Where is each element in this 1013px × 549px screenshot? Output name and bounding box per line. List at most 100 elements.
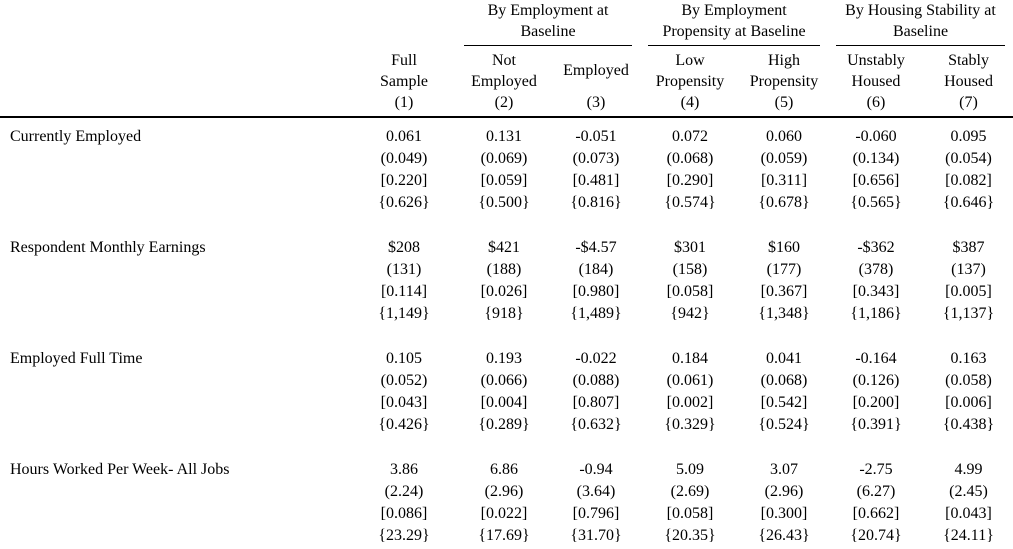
column-header-label: Housed: [944, 73, 993, 90]
std-error-cell: (2.96): [484, 483, 524, 500]
control-mean-cell: {0.646}: [942, 194, 995, 211]
control-mean-cell: {0.574}: [664, 194, 716, 211]
estimate-cell: 3.86: [390, 461, 418, 478]
table-row: Currently Employed 0.061 0.131 -0.051 0.072 0…: [0, 126, 1013, 148]
control-mean-cell: {0.816}: [570, 194, 622, 211]
estimate-cell: -0.022: [575, 350, 617, 367]
p-value-cell: [0.796]: [572, 505, 620, 522]
std-error-cell: (0.126): [852, 372, 900, 389]
std-error-cell: (0.066): [480, 372, 528, 389]
control-mean-cell: {0.524}: [758, 416, 810, 433]
control-mean-cell: {23.29}: [378, 527, 430, 544]
estimate-cell: $208: [388, 239, 420, 256]
column-head-row: Full Sample (1) Not Employed (2) Employed (3) Lo…: [0, 46, 1013, 118]
table-header: By Employment at Baseline By Employment Pro…: [0, 0, 1013, 118]
p-value-cell: [0.662]: [852, 505, 900, 522]
control-mean-cell: {918}: [484, 305, 524, 322]
control-mean-cell: {24.11}: [943, 527, 994, 544]
column-number: (1): [394, 94, 414, 111]
spanner-spacer-col1: [352, 0, 456, 46]
column-group-label-line: By Employment at: [487, 2, 609, 19]
table-row: {0.626} {0.500} {0.816} {0.574} {0.678} {0.56…: [0, 192, 1013, 214]
control-mean-cell: {20.74}: [850, 527, 902, 544]
control-mean-cell: {1,137}: [942, 305, 995, 322]
column-header-label: Not: [492, 52, 516, 69]
column-group-label-line: By Housing Stability at: [845, 2, 996, 19]
table-row: [0.043] [0.004] [0.807] [0.002] [0.542] [0.20…: [0, 392, 1013, 414]
estimate-cell: -2.75: [859, 461, 893, 478]
std-error-cell: (0.134): [852, 150, 900, 167]
column-number: (6): [866, 94, 886, 111]
control-mean-cell: {0.565}: [850, 194, 902, 211]
p-value-cell: [0.542]: [760, 394, 808, 411]
control-mean-cell: {0.391}: [850, 416, 902, 433]
control-mean-cell: {0.426}: [378, 416, 430, 433]
estimate-cell: -0.94: [579, 461, 613, 478]
control-mean-cell: {942}: [670, 305, 710, 322]
table-row: (0.052) (0.066) (0.088) (0.061) (0.068) (0.12…: [0, 370, 1013, 392]
column-header: Employed (3): [552, 46, 640, 118]
std-error-cell: (131): [386, 261, 422, 278]
column-header-label: Unstably: [847, 52, 905, 69]
std-error-cell: (177): [766, 261, 802, 278]
control-mean-cell: {1,348}: [758, 305, 810, 322]
column-group-label: By Employment at Baseline: [464, 0, 632, 46]
spacer-cell: [0, 436, 1013, 459]
column-header-label: Propensity: [749, 73, 819, 90]
estimate-cell: 0.072: [672, 128, 708, 145]
p-value-cell: [0.026]: [480, 283, 528, 300]
table-row: {23.29} {17.69} {31.70} {20.35} {26.43} {20.7…: [0, 525, 1013, 547]
control-mean-cell: {1,149}: [378, 305, 430, 322]
p-value-cell: [0.004]: [480, 394, 528, 411]
estimate-cell: $301: [674, 239, 706, 256]
column-header: Full Sample (1): [352, 46, 456, 118]
std-error-cell: (184): [578, 261, 614, 278]
column-number: (3): [586, 94, 606, 111]
std-error-cell: (2.96): [764, 483, 804, 500]
column-group-label-line: By Employment: [681, 2, 787, 19]
table-row: [0.114] [0.026] [0.980] [0.058] [0.367] [0.34…: [0, 281, 1013, 303]
table-row: [0.086] [0.022] [0.796] [0.058] [0.300] [0.66…: [0, 503, 1013, 525]
std-error-cell: (0.069): [480, 150, 528, 167]
control-mean-cell: {0.632}: [570, 416, 622, 433]
table-row: (2.24) (2.96) (3.64) (2.69) (2.96) (6.27) (2.4…: [0, 481, 1013, 503]
row-label-header: [0, 46, 352, 118]
std-error-cell: (0.049): [380, 150, 428, 167]
control-mean-cell: {1,186}: [850, 305, 902, 322]
estimate-cell: 0.193: [486, 350, 522, 367]
p-value-cell: [0.200]: [852, 394, 900, 411]
std-error-cell: (0.068): [760, 372, 808, 389]
column-header-label: High: [768, 52, 800, 69]
estimate-cell: 0.184: [672, 350, 708, 367]
row-label: Hours Worked Per Week- All Jobs: [10, 461, 230, 478]
control-mean-cell: {0.438}: [942, 416, 995, 433]
p-value-cell: [0.114]: [380, 283, 428, 300]
column-header-label: Employed: [563, 62, 629, 79]
column-header-label: Low: [675, 52, 705, 69]
column-header-label: Stably: [948, 52, 989, 69]
column-group-header: By Employment at Baseline: [456, 0, 640, 46]
spacer-cell: [0, 325, 1013, 348]
estimate-cell: 4.99: [954, 461, 983, 478]
spacer-row: [0, 436, 1013, 459]
row-label: Respondent Monthly Earnings: [10, 239, 206, 256]
spacer-row: [0, 117, 1013, 126]
estimate-cell: $387: [952, 239, 985, 256]
control-mean-cell: {0.500}: [478, 194, 530, 211]
control-mean-cell: {0.289}: [478, 416, 530, 433]
estimate-cell: -$4.57: [575, 239, 617, 256]
table-row: [0.220] [0.059] [0.481] [0.290] [0.311] [0.65…: [0, 170, 1013, 192]
control-mean-cell: {17.69}: [478, 527, 530, 544]
control-mean-cell: {0.678}: [758, 194, 810, 211]
column-number: (4): [680, 94, 700, 111]
std-error-cell: (2.45): [949, 483, 988, 500]
p-value-cell: [0.980]: [572, 283, 620, 300]
column-header-label: Housed: [851, 73, 901, 90]
table-row: (0.049) (0.069) (0.073) (0.068) (0.059) (0.13…: [0, 148, 1013, 170]
std-error-cell: (188): [486, 261, 522, 278]
estimate-cell: -0.060: [855, 128, 897, 145]
std-error-cell: (0.054): [945, 150, 992, 167]
column-header-label: Full: [391, 52, 417, 69]
p-value-cell: [0.006]: [945, 394, 992, 411]
